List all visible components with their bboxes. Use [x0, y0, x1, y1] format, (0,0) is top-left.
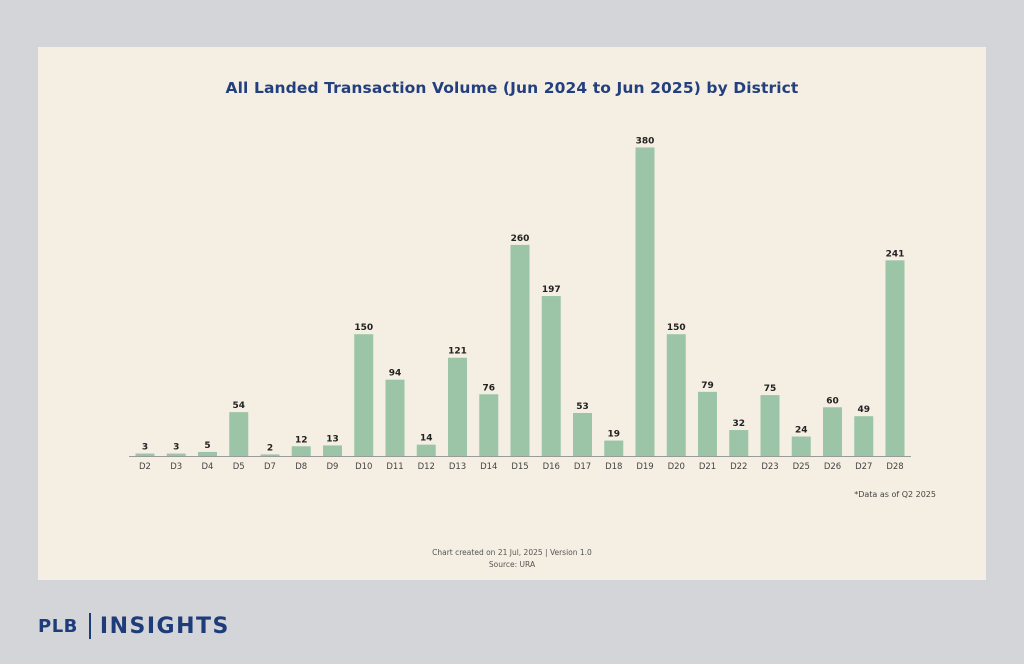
x-tick-d12: D12	[418, 462, 435, 472]
bar-d11	[385, 379, 405, 456]
bar-d20	[666, 334, 686, 456]
x-tick-d11: D11	[386, 462, 403, 472]
value-label-d17: 53	[576, 402, 589, 412]
value-label-d5: 54	[232, 401, 245, 411]
bar-d26	[823, 407, 842, 456]
brand-plb-text: PLB	[38, 615, 78, 637]
value-label-d10: 150	[354, 323, 373, 333]
x-tick-d8: D8	[295, 462, 307, 472]
x-tick-d4: D4	[202, 462, 214, 472]
chart-card: All Landed Transaction Volume (Jun 2024 …	[38, 47, 986, 580]
x-tick-d25: D25	[793, 462, 810, 472]
value-label-d23: 75	[764, 384, 777, 394]
brand-insights-text: INSIGHTS	[99, 613, 230, 639]
bar-d10	[354, 334, 374, 456]
x-tick-d13: D13	[449, 462, 466, 472]
x-tick-d3: D3	[170, 462, 182, 472]
bar-d2	[135, 453, 155, 456]
x-tick-d23: D23	[761, 462, 778, 472]
value-label-d12: 14	[420, 434, 433, 444]
value-label-d20: 150	[667, 323, 686, 333]
bar-d21	[698, 391, 717, 456]
value-label-d28: 241	[886, 249, 905, 259]
x-tick-d27: D27	[855, 462, 872, 472]
bar-d7	[260, 454, 280, 456]
x-tick-d2: D2	[139, 462, 151, 472]
brand-logo: PLB INSIGHTS	[38, 612, 230, 640]
bar-d27	[854, 416, 874, 456]
x-tick-d26: D26	[824, 462, 841, 472]
bar-d17	[573, 412, 592, 456]
value-label-d11: 94	[389, 369, 402, 379]
value-label-d27: 49	[857, 405, 870, 415]
value-label-d15: 260	[511, 234, 530, 244]
value-label-d21: 79	[701, 381, 714, 391]
chart-created-note: Chart created on 21 Jul, 2025 | Version …	[432, 548, 592, 557]
x-tick-d19: D19	[636, 462, 653, 472]
value-label-d19: 380	[636, 136, 655, 146]
value-label-d18: 19	[607, 430, 620, 440]
value-label-d26: 60	[826, 396, 839, 406]
x-tick-d21: D21	[699, 462, 716, 472]
bar-d25	[791, 436, 811, 456]
x-tick-d20: D20	[668, 462, 685, 472]
brand-divider	[88, 613, 91, 639]
chart-title: All Landed Transaction Volume (Jun 2024 …	[225, 79, 799, 97]
x-tick-d14: D14	[480, 462, 497, 472]
value-label-d14: 76	[482, 383, 495, 393]
bar-d9	[323, 445, 342, 456]
x-tick-d17: D17	[574, 462, 591, 472]
x-tick-d7: D7	[264, 462, 276, 472]
bar-d13	[448, 357, 467, 456]
value-label-d8: 12	[295, 435, 308, 445]
bar-d5	[229, 412, 249, 456]
bar-d8	[291, 446, 311, 456]
x-tick-d16: D16	[543, 462, 560, 472]
bar-d4	[198, 451, 217, 456]
value-label-d7: 2	[267, 443, 273, 453]
bar-d16	[541, 296, 561, 456]
value-label-d3: 3	[173, 443, 179, 453]
x-tick-d22: D22	[730, 462, 747, 472]
bar-d15	[510, 244, 530, 456]
x-tick-d9: D9	[327, 462, 339, 472]
x-tick-d15: D15	[511, 462, 528, 472]
bar-d18	[604, 440, 624, 456]
value-label-d9: 13	[326, 434, 339, 444]
bar-d28	[885, 260, 905, 456]
data-footnote: *Data as of Q2 2025	[854, 490, 936, 499]
bar-d22	[729, 430, 749, 456]
source-note: Source: URA	[488, 560, 536, 569]
value-label-d13: 121	[448, 347, 467, 357]
value-label-d16: 197	[542, 285, 561, 295]
x-tick-d10: D10	[355, 462, 372, 472]
bar-d23	[760, 395, 780, 456]
bar-d3	[166, 453, 186, 456]
bar-d14	[479, 394, 499, 456]
value-label-d4: 5	[204, 441, 210, 451]
value-label-d2: 3	[142, 443, 148, 453]
x-tick-d18: D18	[605, 462, 622, 472]
x-tick-d5: D5	[233, 462, 245, 472]
value-label-d22: 32	[732, 419, 745, 429]
x-tick-d28: D28	[886, 462, 903, 472]
bar-d19	[635, 147, 655, 456]
value-label-d25: 24	[795, 426, 808, 436]
bar-d12	[416, 444, 436, 456]
bar-chart: 3D23D35D454D52D712D813D9150D1094D1114D12…	[129, 136, 911, 472]
